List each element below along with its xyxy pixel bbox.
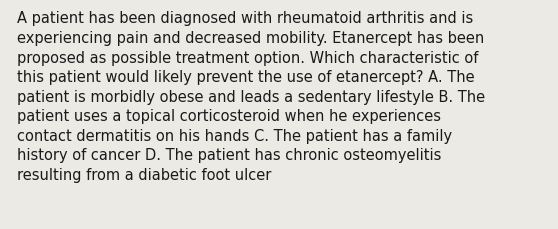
- Text: A patient has been diagnosed with rheumatoid arthritis and is
experiencing pain : A patient has been diagnosed with rheuma…: [17, 11, 485, 182]
